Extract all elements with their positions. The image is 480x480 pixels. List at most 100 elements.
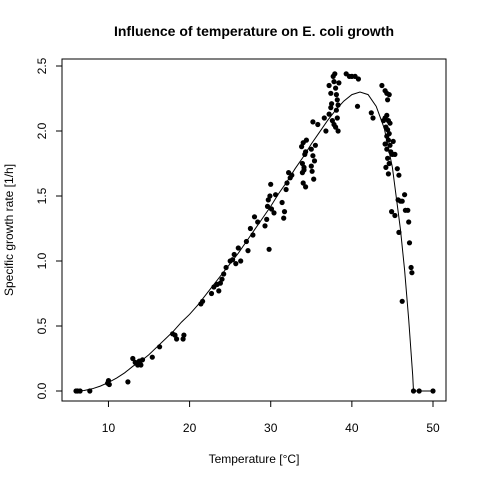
data-points-layer xyxy=(73,71,436,394)
y-tick-label: 2.5 xyxy=(35,57,49,74)
data-point xyxy=(396,172,402,178)
data-point xyxy=(399,198,405,204)
data-point xyxy=(303,137,309,143)
data-point xyxy=(328,105,334,111)
data-point xyxy=(310,119,316,125)
data-point xyxy=(333,124,339,130)
data-point xyxy=(333,85,339,91)
x-tick-label: 30 xyxy=(264,421,278,435)
data-point xyxy=(265,197,271,203)
y-tick-label: 0.0 xyxy=(35,382,49,399)
data-point xyxy=(247,225,253,232)
data-point xyxy=(335,102,341,108)
data-point xyxy=(180,336,186,342)
data-point xyxy=(406,240,413,246)
y-tick-label: 2.0 xyxy=(35,122,49,139)
data-point xyxy=(399,298,405,304)
data-point xyxy=(309,168,315,174)
data-point xyxy=(262,223,268,229)
data-point xyxy=(386,160,392,167)
data-point xyxy=(409,270,415,276)
data-point xyxy=(392,212,398,219)
x-tick-label: 40 xyxy=(345,421,359,435)
data-point xyxy=(230,257,236,263)
data-point xyxy=(335,128,341,134)
data-point xyxy=(268,206,275,212)
data-point xyxy=(300,180,306,186)
data-point xyxy=(370,115,376,121)
data-point xyxy=(326,111,332,117)
data-point xyxy=(303,149,309,155)
data-point xyxy=(301,167,307,173)
data-point xyxy=(310,153,316,159)
data-point xyxy=(394,166,400,172)
data-point xyxy=(255,219,261,225)
data-point xyxy=(77,388,83,394)
data-point xyxy=(138,362,144,368)
data-point xyxy=(385,155,391,161)
data-point xyxy=(268,181,274,187)
data-point xyxy=(303,184,309,190)
data-point xyxy=(354,103,361,109)
data-point xyxy=(355,76,361,82)
data-point xyxy=(384,112,390,118)
data-point xyxy=(308,163,314,169)
data-point xyxy=(281,209,288,215)
data-point xyxy=(279,199,285,206)
data-point xyxy=(264,203,271,209)
data-point xyxy=(181,332,187,338)
data-point xyxy=(410,388,417,394)
data-point xyxy=(321,115,327,121)
data-point xyxy=(389,209,395,215)
data-point xyxy=(385,137,391,143)
data-point xyxy=(221,271,227,277)
data-point xyxy=(243,238,249,245)
data-point xyxy=(283,186,289,193)
data-point xyxy=(223,264,229,271)
data-point xyxy=(130,355,136,362)
data-point xyxy=(235,245,241,251)
data-point xyxy=(266,246,272,252)
data-point xyxy=(312,142,318,148)
data-point xyxy=(379,82,385,89)
data-point xyxy=(384,146,390,152)
data-point xyxy=(323,128,329,134)
data-point xyxy=(406,219,412,225)
data-point xyxy=(328,90,334,96)
data-point xyxy=(149,354,155,360)
data-point xyxy=(386,92,392,98)
data-point xyxy=(333,107,339,113)
data-point xyxy=(326,82,332,89)
data-point xyxy=(172,332,178,338)
data-point xyxy=(385,97,391,103)
y-tick-label: 1.5 xyxy=(35,187,49,204)
data-point xyxy=(281,215,287,221)
data-point xyxy=(289,172,295,178)
data-point xyxy=(208,290,215,297)
data-point xyxy=(416,388,422,394)
y-axis: 0.0 0.5 1.0 1.5 2.0 2.5 xyxy=(35,57,62,399)
data-point xyxy=(308,146,314,152)
data-point xyxy=(219,276,225,282)
y-axis-label: Specific growth rate [1/h] xyxy=(2,164,16,296)
data-point xyxy=(273,192,279,198)
data-point xyxy=(271,210,277,216)
data-point xyxy=(334,97,340,103)
data-point xyxy=(383,164,389,170)
data-point xyxy=(390,138,396,144)
data-point xyxy=(315,121,321,128)
data-point xyxy=(267,193,273,199)
data-point xyxy=(384,133,390,139)
data-point xyxy=(387,142,393,148)
data-point xyxy=(333,92,339,98)
data-point xyxy=(385,171,391,177)
data-point xyxy=(408,264,414,271)
data-point xyxy=(392,151,398,157)
y-tick-label: 1.0 xyxy=(35,252,49,269)
data-point xyxy=(299,160,305,167)
plot-area xyxy=(61,58,447,402)
chart-title: Influence of temperature on E. coli grow… xyxy=(114,23,394,39)
data-point xyxy=(233,261,239,267)
data-point xyxy=(311,176,317,182)
